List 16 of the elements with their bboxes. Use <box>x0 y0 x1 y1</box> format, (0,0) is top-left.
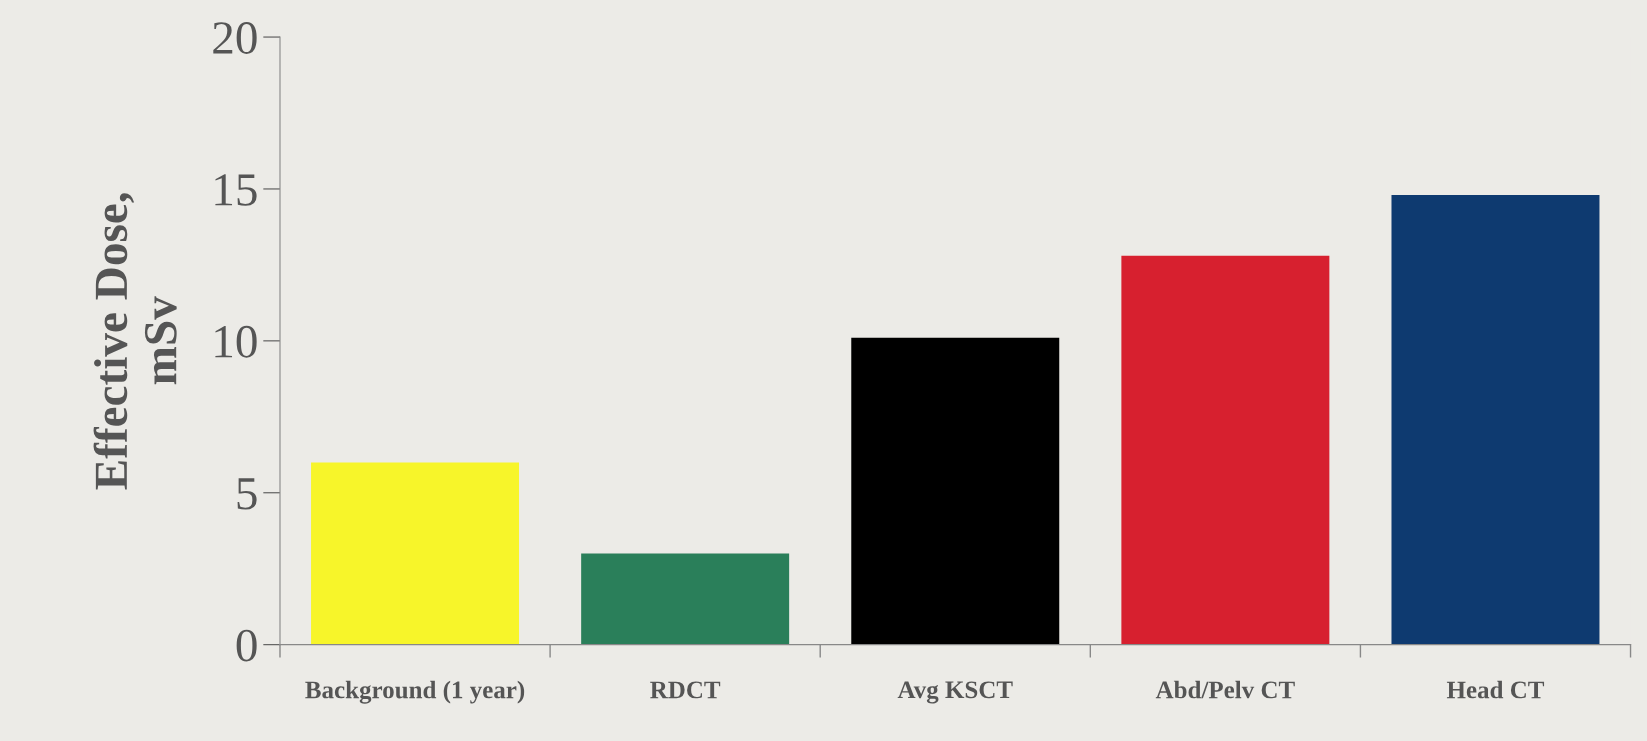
x-tick-label: Abd/Pelv CT <box>1155 680 1295 699</box>
y-axis-title: Effective Dose, mSv <box>93 193 177 490</box>
x-tick-label: RDCT <box>650 681 721 699</box>
bar <box>581 553 790 645</box>
bar <box>1121 255 1330 645</box>
bar <box>1391 195 1600 645</box>
y-tick-label: 20 <box>213 22 257 54</box>
x-tick-label: Head CT <box>1446 680 1545 699</box>
y-tick-label: 10 <box>215 325 257 358</box>
x-tick-label: Avg KSCT <box>897 681 1013 704</box>
y-tick-label: 15 <box>215 174 257 206</box>
bar <box>311 462 520 645</box>
y-tick-label: 0 <box>236 629 257 662</box>
bar <box>851 337 1060 645</box>
y-tick-label: 5 <box>237 478 257 510</box>
x-tick-label: Background (1 year) <box>305 680 525 704</box>
